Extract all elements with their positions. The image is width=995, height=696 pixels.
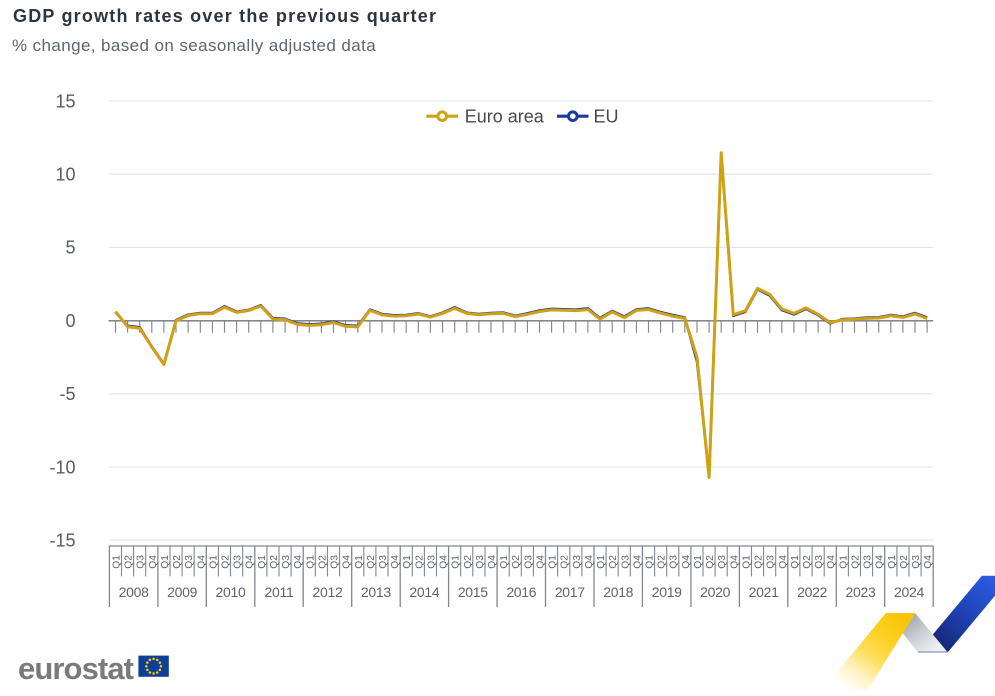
svg-text:Q2: Q2 (269, 555, 280, 569)
svg-text:Q1: Q1 (402, 555, 413, 569)
svg-text:Q4: Q4 (875, 555, 886, 569)
svg-text:2024: 2024 (894, 584, 924, 600)
svg-text:-10: -10 (49, 457, 75, 477)
svg-text:2023: 2023 (846, 584, 876, 600)
svg-text:Q2: Q2 (511, 555, 522, 569)
svg-text:Q3: Q3 (766, 555, 777, 569)
svg-text:Q4: Q4 (439, 555, 450, 569)
svg-text:2008: 2008 (119, 584, 149, 600)
svg-text:2010: 2010 (216, 584, 246, 600)
svg-text:Q2: Q2 (560, 555, 571, 569)
svg-text:Q1: Q1 (790, 555, 801, 569)
svg-text:Q1: Q1 (645, 555, 656, 569)
svg-text:Q4: Q4 (536, 555, 547, 569)
svg-text:Q2: Q2 (851, 555, 862, 569)
svg-text:Q3: Q3 (717, 555, 728, 569)
svg-text:Q3: Q3 (281, 555, 292, 569)
svg-text:2013: 2013 (361, 584, 391, 600)
svg-text:Q3: Q3 (475, 555, 486, 569)
svg-text:2016: 2016 (506, 584, 536, 600)
svg-text:Q2: Q2 (221, 555, 232, 569)
svg-text:Q2: Q2 (172, 555, 183, 569)
svg-text:Q1: Q1 (741, 555, 752, 569)
svg-text:Q3: Q3 (669, 555, 680, 569)
svg-text:5: 5 (65, 238, 75, 258)
svg-text:EU: EU (594, 107, 619, 127)
svg-text:Q1: Q1 (208, 555, 219, 569)
svg-text:Q4: Q4 (923, 555, 934, 569)
svg-text:Q2: Q2 (802, 555, 813, 569)
svg-text:Q3: Q3 (378, 555, 389, 569)
svg-text:2009: 2009 (167, 584, 197, 600)
svg-text:2019: 2019 (652, 584, 682, 600)
svg-text:Q1: Q1 (693, 555, 704, 569)
svg-text:Q2: Q2 (124, 555, 135, 569)
svg-text:Q3: Q3 (426, 555, 437, 569)
svg-text:2012: 2012 (313, 584, 343, 600)
svg-text:Q4: Q4 (826, 555, 837, 569)
svg-text:2018: 2018 (603, 584, 633, 600)
svg-text:Q1: Q1 (112, 555, 123, 569)
svg-text:-15: -15 (49, 531, 75, 551)
svg-text:-5: -5 (59, 384, 75, 404)
svg-text:Q4: Q4 (196, 555, 207, 569)
svg-text:Q3: Q3 (572, 555, 583, 569)
svg-text:15: 15 (55, 91, 75, 111)
svg-text:Q3: Q3 (814, 555, 825, 569)
svg-text:2011: 2011 (265, 584, 294, 600)
svg-text:Q1: Q1 (838, 555, 849, 569)
svg-text:2021: 2021 (749, 584, 779, 600)
svg-text:Q4: Q4 (487, 555, 498, 569)
svg-text:Q4: Q4 (245, 555, 256, 569)
svg-text:Q1: Q1 (887, 555, 898, 569)
svg-text:Q2: Q2 (317, 555, 328, 569)
svg-text:Q1: Q1 (305, 555, 316, 569)
svg-text:Q3: Q3 (233, 555, 244, 569)
svg-text:2017: 2017 (555, 584, 585, 600)
svg-text:Euro area: Euro area (465, 107, 545, 127)
svg-text:Q2: Q2 (463, 555, 474, 569)
svg-text:Q2: Q2 (754, 555, 765, 569)
svg-text:Q1: Q1 (451, 555, 462, 569)
svg-text:0: 0 (65, 311, 75, 331)
svg-text:2020: 2020 (700, 584, 730, 600)
svg-text:Q3: Q3 (620, 555, 631, 569)
svg-text:Q3: Q3 (136, 555, 147, 569)
svg-text:Q1: Q1 (160, 555, 171, 569)
svg-text:Q1: Q1 (354, 555, 365, 569)
svg-text:Q1: Q1 (257, 555, 268, 569)
svg-text:Q4: Q4 (148, 555, 159, 569)
svg-text:Q2: Q2 (366, 555, 377, 569)
svg-text:Q1: Q1 (596, 555, 607, 569)
svg-text:Q4: Q4 (390, 555, 401, 569)
svg-text:Q2: Q2 (657, 555, 668, 569)
svg-text:2022: 2022 (797, 584, 827, 600)
svg-text:Q2: Q2 (608, 555, 619, 569)
svg-text:10: 10 (55, 165, 75, 185)
svg-text:Q2: Q2 (705, 555, 716, 569)
svg-text:Q4: Q4 (584, 555, 595, 569)
svg-text:2014: 2014 (409, 584, 439, 600)
svg-text:Q3: Q3 (911, 555, 922, 569)
svg-text:Q1: Q1 (499, 555, 510, 569)
svg-text:Q3: Q3 (184, 555, 195, 569)
svg-text:Q2: Q2 (414, 555, 425, 569)
svg-text:Q4: Q4 (729, 555, 740, 569)
svg-text:Q3: Q3 (523, 555, 534, 569)
svg-text:Q4: Q4 (293, 555, 304, 569)
svg-text:Q3: Q3 (863, 555, 874, 569)
svg-text:2015: 2015 (458, 584, 488, 600)
svg-text:Q3: Q3 (330, 555, 341, 569)
svg-text:Q2: Q2 (899, 555, 910, 569)
svg-text:Q4: Q4 (778, 555, 789, 569)
svg-text:Q4: Q4 (681, 555, 692, 569)
svg-text:Q1: Q1 (548, 555, 559, 569)
svg-text:Q4: Q4 (632, 555, 643, 569)
svg-text:Q4: Q4 (342, 555, 353, 569)
